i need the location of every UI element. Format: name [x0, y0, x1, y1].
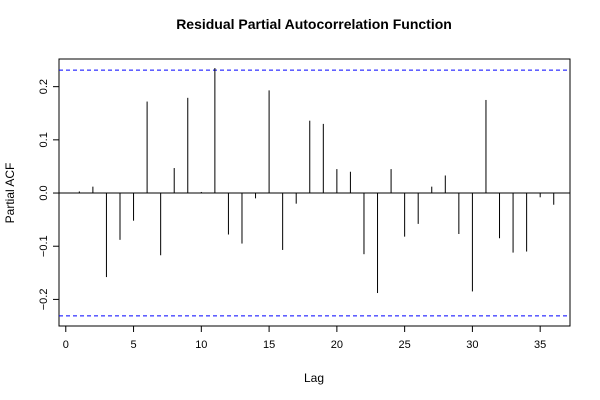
x-tick-label-35: 35	[534, 339, 546, 351]
x-axis-label: Lag	[304, 371, 324, 385]
y-tick-label-3: 0.1	[38, 132, 50, 147]
x-tick-label-20: 20	[331, 339, 343, 351]
x-tick-label-10: 10	[195, 339, 207, 351]
y-axis-label: Partial ACF	[3, 163, 17, 224]
plot-marks: 0 5 10 15 20 25 30 35 −0.2 −0.1 0.0 0.1 0.2	[38, 68, 570, 351]
y-tick-label-4: 0.2	[38, 79, 50, 94]
chart-title: Residual Partial Autocorrelation Functio…	[176, 16, 452, 32]
y-tick-label-0: −0.2	[38, 289, 50, 311]
x-tick-label-25: 25	[399, 339, 411, 351]
y-tick-label-2: 0.0	[38, 185, 50, 200]
x-tick-label-30: 30	[466, 339, 478, 351]
y-tick-label-1: −0.1	[38, 235, 50, 257]
x-tick-label-0: 0	[63, 339, 69, 351]
x-tick-label-15: 15	[263, 339, 275, 351]
x-tick-label-5: 5	[130, 339, 136, 351]
plot-frame	[58, 58, 571, 327]
